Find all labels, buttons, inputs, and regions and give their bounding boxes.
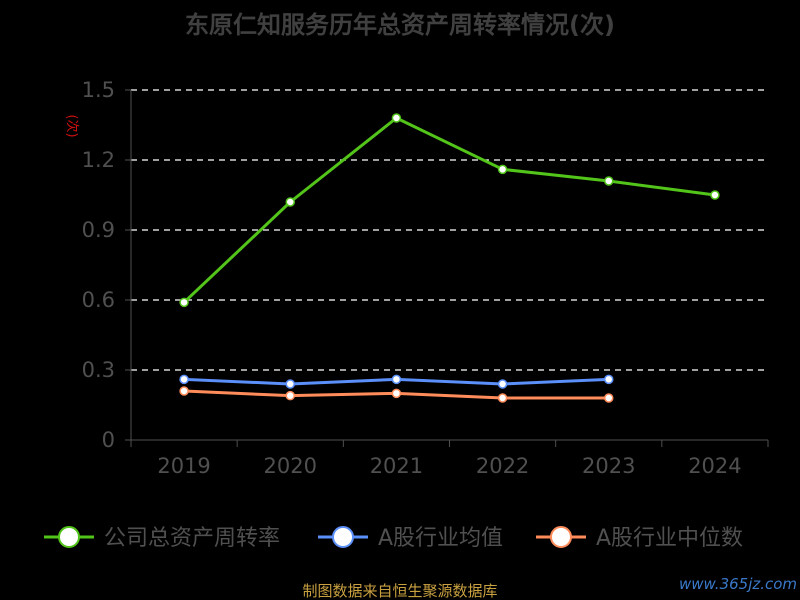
y-tick-label: 1.5 [82, 78, 115, 102]
data-point [497, 164, 508, 175]
legend-marker [550, 526, 572, 548]
legend-marker [58, 526, 80, 548]
data-point [604, 393, 614, 403]
series-line-0 [183, 116, 716, 304]
data-point [604, 374, 614, 385]
data-point [179, 374, 189, 385]
y-axis-label: (次) [64, 114, 80, 137]
x-tick-label: 2023 [582, 454, 635, 478]
data-point [391, 113, 402, 123]
y-tick-labels: 0 0.3 0.6 0.9 1.2 1.5 [82, 78, 115, 452]
y-tick-label: 0 [102, 428, 115, 452]
axes [125, 89, 769, 447]
data-point [179, 386, 189, 396]
x-tick-label: 2022 [476, 454, 529, 478]
data-point [497, 379, 508, 389]
data-point [604, 176, 614, 186]
data-point [710, 190, 720, 200]
legend: 公司总资产周转率 A股行业均值 A股行业中位数 [44, 526, 743, 551]
x-tick-label: 2024 [688, 454, 741, 478]
x-tick-labels: 2019 2020 2021 2022 2023 2024 [157, 454, 741, 478]
y-tick-label: 0.9 [82, 218, 115, 242]
gridlines [131, 89, 768, 371]
x-tick-label: 2019 [157, 454, 210, 478]
data-point [285, 379, 295, 389]
y-tick-label: 1.2 [82, 148, 115, 172]
watermark: www.365jz.com [679, 575, 797, 593]
chart-title: 东原仁知服务历年总资产周转率情况(次) [185, 11, 615, 39]
data-point [285, 197, 295, 207]
x-tick-label: 2020 [264, 454, 317, 478]
data-point [179, 297, 189, 308]
source-note: 制图数据来自恒生聚源数据库 [302, 582, 497, 600]
x-tick-label: 2021 [370, 454, 423, 478]
legend-marker [332, 526, 354, 548]
legend-label: 公司总资产周转率 [104, 526, 280, 551]
data-point [391, 374, 402, 385]
data-point [497, 393, 508, 403]
data-point [391, 388, 402, 399]
series-lines [179, 113, 720, 403]
legend-label: A股行业均值 [378, 526, 503, 551]
y-tick-label: 0.3 [82, 358, 115, 382]
data-point [285, 390, 295, 401]
y-tick-label: 0.6 [82, 288, 115, 312]
legend-label: A股行业中位数 [596, 526, 743, 551]
